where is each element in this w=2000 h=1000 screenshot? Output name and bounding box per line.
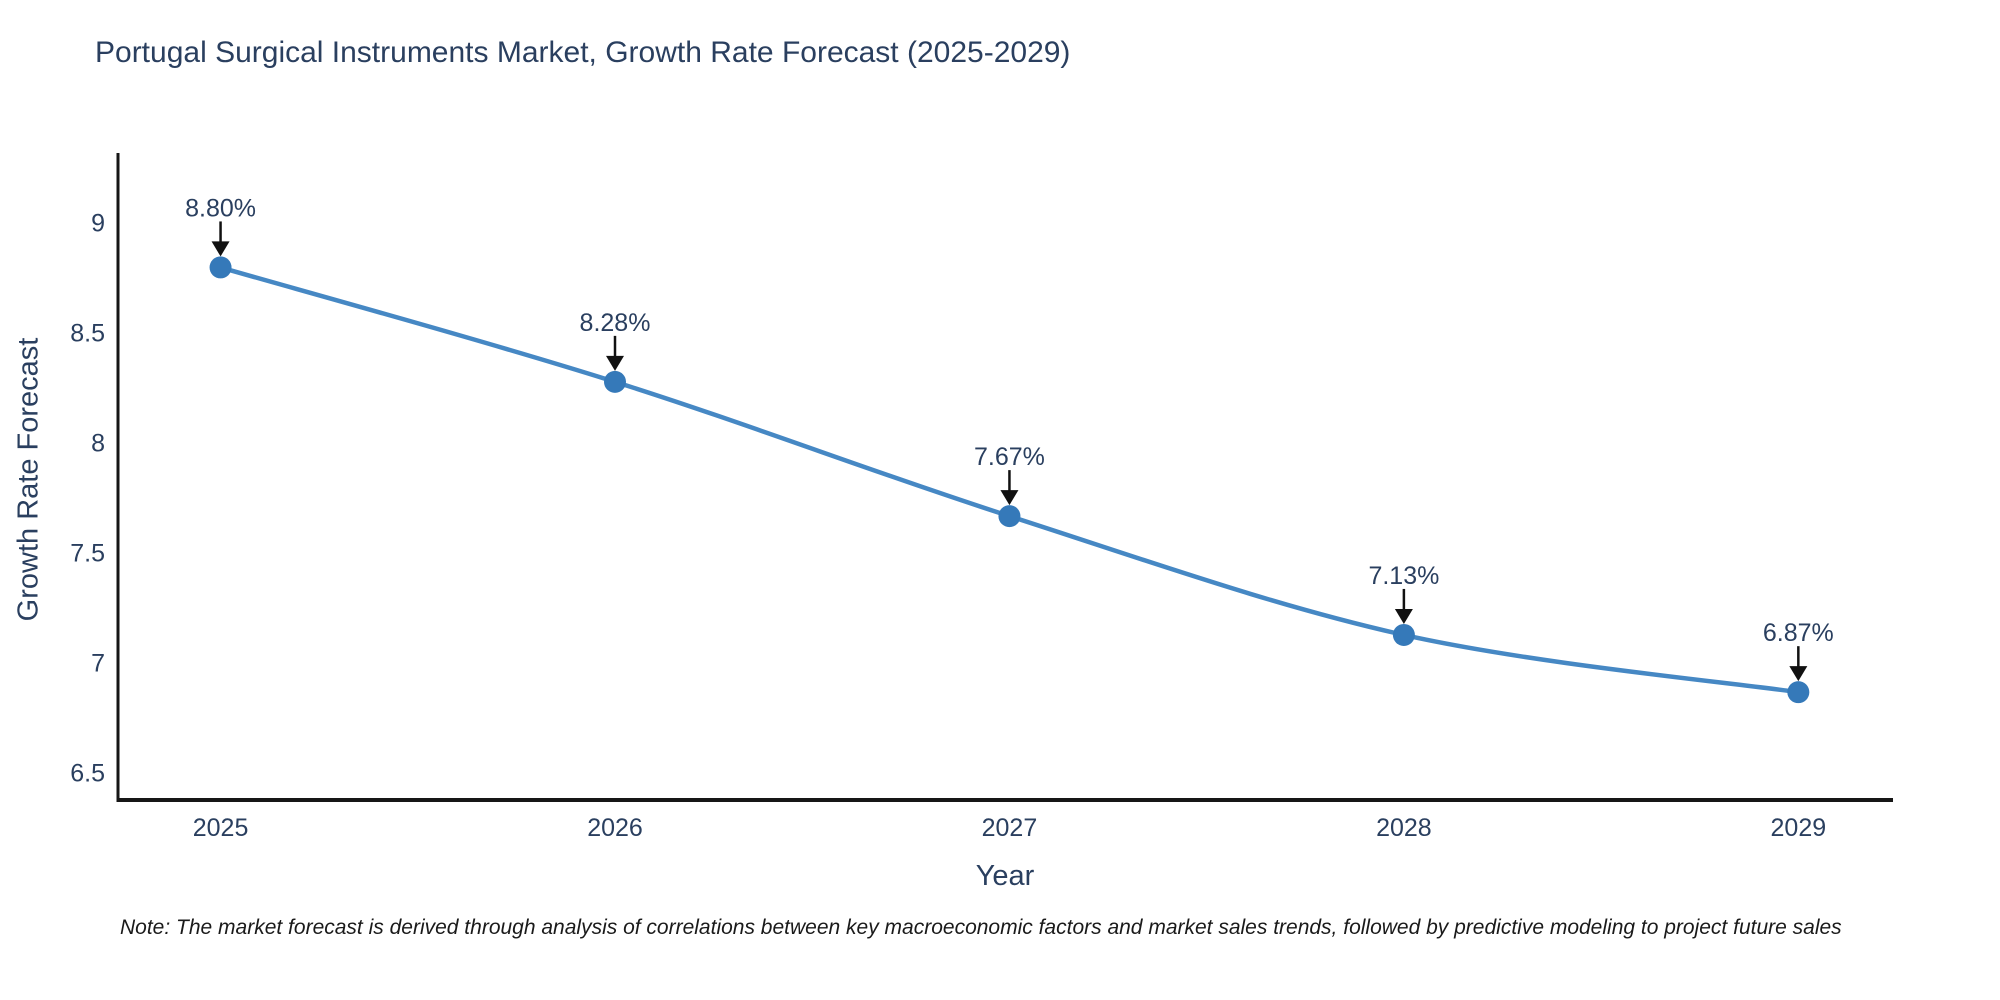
chart-title: Portugal Surgical Instruments Market, Gr… bbox=[95, 36, 1071, 69]
annotation-label: 8.80% bbox=[185, 194, 256, 222]
y-tick-label: 7 bbox=[91, 650, 105, 678]
x-tick-label: 2025 bbox=[193, 814, 249, 842]
y-tick-label: 7.5 bbox=[70, 540, 105, 568]
annotation-arrowhead bbox=[1000, 490, 1019, 506]
annotation-label: 7.67% bbox=[974, 443, 1045, 471]
annotation-label: 8.28% bbox=[580, 309, 651, 337]
data-point bbox=[998, 505, 1021, 528]
y-tick-label: 8.5 bbox=[70, 319, 105, 347]
data-point bbox=[1787, 681, 1810, 704]
annotation-arrowhead bbox=[211, 241, 230, 257]
annotation-label: 6.87% bbox=[1763, 619, 1834, 647]
y-tick-label: 8 bbox=[91, 429, 105, 457]
annotation-arrowhead bbox=[1394, 608, 1413, 624]
y-axis-title: Growth Rate Forecast bbox=[12, 337, 45, 622]
x-tick-label: 2028 bbox=[1376, 814, 1432, 842]
annotation-label: 7.13% bbox=[1368, 562, 1439, 590]
y-tick-label: 9 bbox=[91, 209, 105, 237]
x-tick-label: 2026 bbox=[587, 814, 643, 842]
data-point bbox=[209, 256, 232, 279]
y-tick-label: 6.5 bbox=[70, 760, 105, 788]
x-tick-label: 2027 bbox=[982, 814, 1038, 842]
x-tick-label: 2029 bbox=[1771, 814, 1827, 842]
annotation-arrowhead bbox=[1789, 666, 1808, 682]
data-point bbox=[604, 370, 626, 393]
data-point bbox=[1392, 623, 1415, 646]
x-axis-title: Year bbox=[975, 860, 1035, 892]
annotation-arrowhead bbox=[606, 355, 624, 371]
chart-note: Note: The market forecast is derived thr… bbox=[120, 916, 1842, 939]
